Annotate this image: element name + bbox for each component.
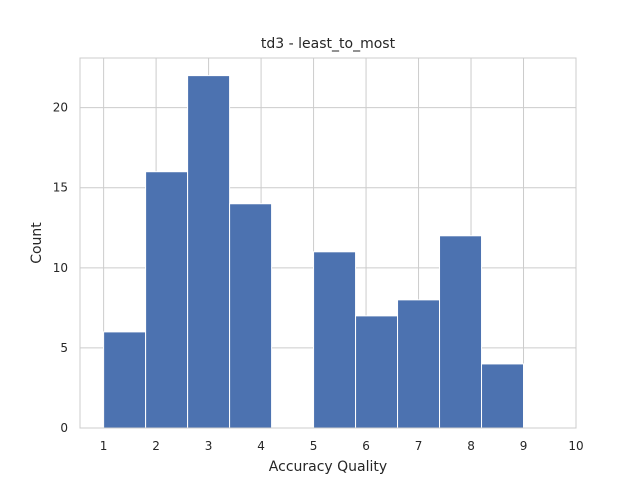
x-tick-label: 2 xyxy=(152,439,160,453)
x-tick-label: 3 xyxy=(205,439,213,453)
y-tick-label: 20 xyxy=(53,101,68,115)
bars-group xyxy=(103,75,525,429)
x-tick-labels: 1 2 3 4 5 6 7 8 9 10 xyxy=(100,439,584,453)
histogram-bar xyxy=(145,171,189,429)
x-tick-label: 5 xyxy=(310,439,318,453)
histogram-bar xyxy=(187,75,231,429)
x-tick-label: 8 xyxy=(467,439,475,453)
histogram-bar xyxy=(439,235,483,429)
x-axis-label: Accuracy Quality xyxy=(269,459,387,475)
x-tick-label: 10 xyxy=(568,439,583,453)
y-tick-label: 15 xyxy=(53,181,68,195)
chart-title: td3 - least_to_most xyxy=(261,36,396,52)
x-tick-label: 9 xyxy=(520,439,528,453)
histogram-bar xyxy=(229,203,273,429)
histogram-bar xyxy=(313,251,357,429)
histogram-bar xyxy=(397,299,441,429)
y-tick-label: 5 xyxy=(60,341,68,355)
x-tick-label: 4 xyxy=(257,439,265,453)
plot-frame xyxy=(79,57,577,429)
histogram-bar xyxy=(481,363,525,429)
x-tick-label: 6 xyxy=(362,439,370,453)
y-tick-label: 10 xyxy=(53,261,68,275)
histogram-bar xyxy=(355,315,399,429)
histogram-bar xyxy=(103,331,147,429)
y-tick-labels: 0 5 10 15 20 xyxy=(53,101,68,435)
y-tick-label: 0 xyxy=(60,421,68,435)
y-axis-label: Count xyxy=(29,222,45,264)
x-tick-label: 7 xyxy=(415,439,423,453)
x-tick-label: 1 xyxy=(100,439,108,453)
